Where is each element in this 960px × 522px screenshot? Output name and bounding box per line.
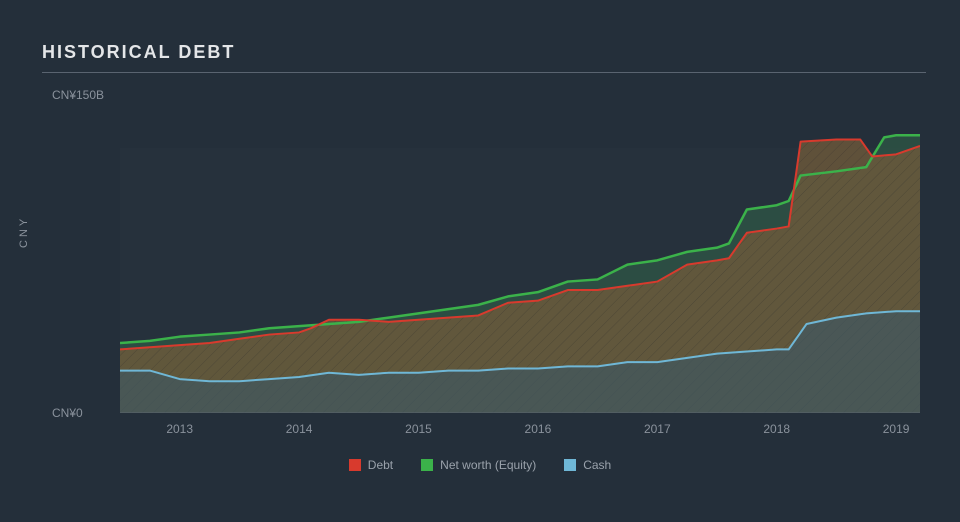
legend-swatch-cash bbox=[564, 459, 576, 471]
x-tick: 2018 bbox=[763, 422, 790, 436]
x-tick: 2013 bbox=[166, 422, 193, 436]
chart-title: HISTORICAL DEBT bbox=[42, 42, 235, 63]
x-tick: 2014 bbox=[286, 422, 313, 436]
legend-label-equity: Net worth (Equity) bbox=[440, 458, 536, 472]
x-tick: 2016 bbox=[525, 422, 552, 436]
legend-item-equity: Net worth (Equity) bbox=[421, 458, 536, 472]
chart-svg bbox=[120, 95, 920, 413]
legend-item-cash: Cash bbox=[564, 458, 611, 472]
y-axis-label: CNY bbox=[18, 216, 30, 248]
legend-label-debt: Debt bbox=[368, 458, 393, 472]
legend-label-cash: Cash bbox=[583, 458, 611, 472]
title-rule bbox=[42, 72, 926, 73]
x-tick: 2019 bbox=[883, 422, 910, 436]
y-tick: CN¥0 bbox=[52, 406, 83, 420]
x-tick: 2017 bbox=[644, 422, 671, 436]
legend: Debt Net worth (Equity) Cash bbox=[0, 458, 960, 472]
plot-area bbox=[120, 95, 920, 413]
chart-container: HISTORICAL DEBT CNY Debt Net worth (Equi… bbox=[0, 0, 960, 522]
y-tick: CN¥150B bbox=[52, 88, 104, 102]
legend-swatch-equity bbox=[421, 459, 433, 471]
legend-item-debt: Debt bbox=[349, 458, 393, 472]
legend-swatch-debt bbox=[349, 459, 361, 471]
x-tick: 2015 bbox=[405, 422, 432, 436]
